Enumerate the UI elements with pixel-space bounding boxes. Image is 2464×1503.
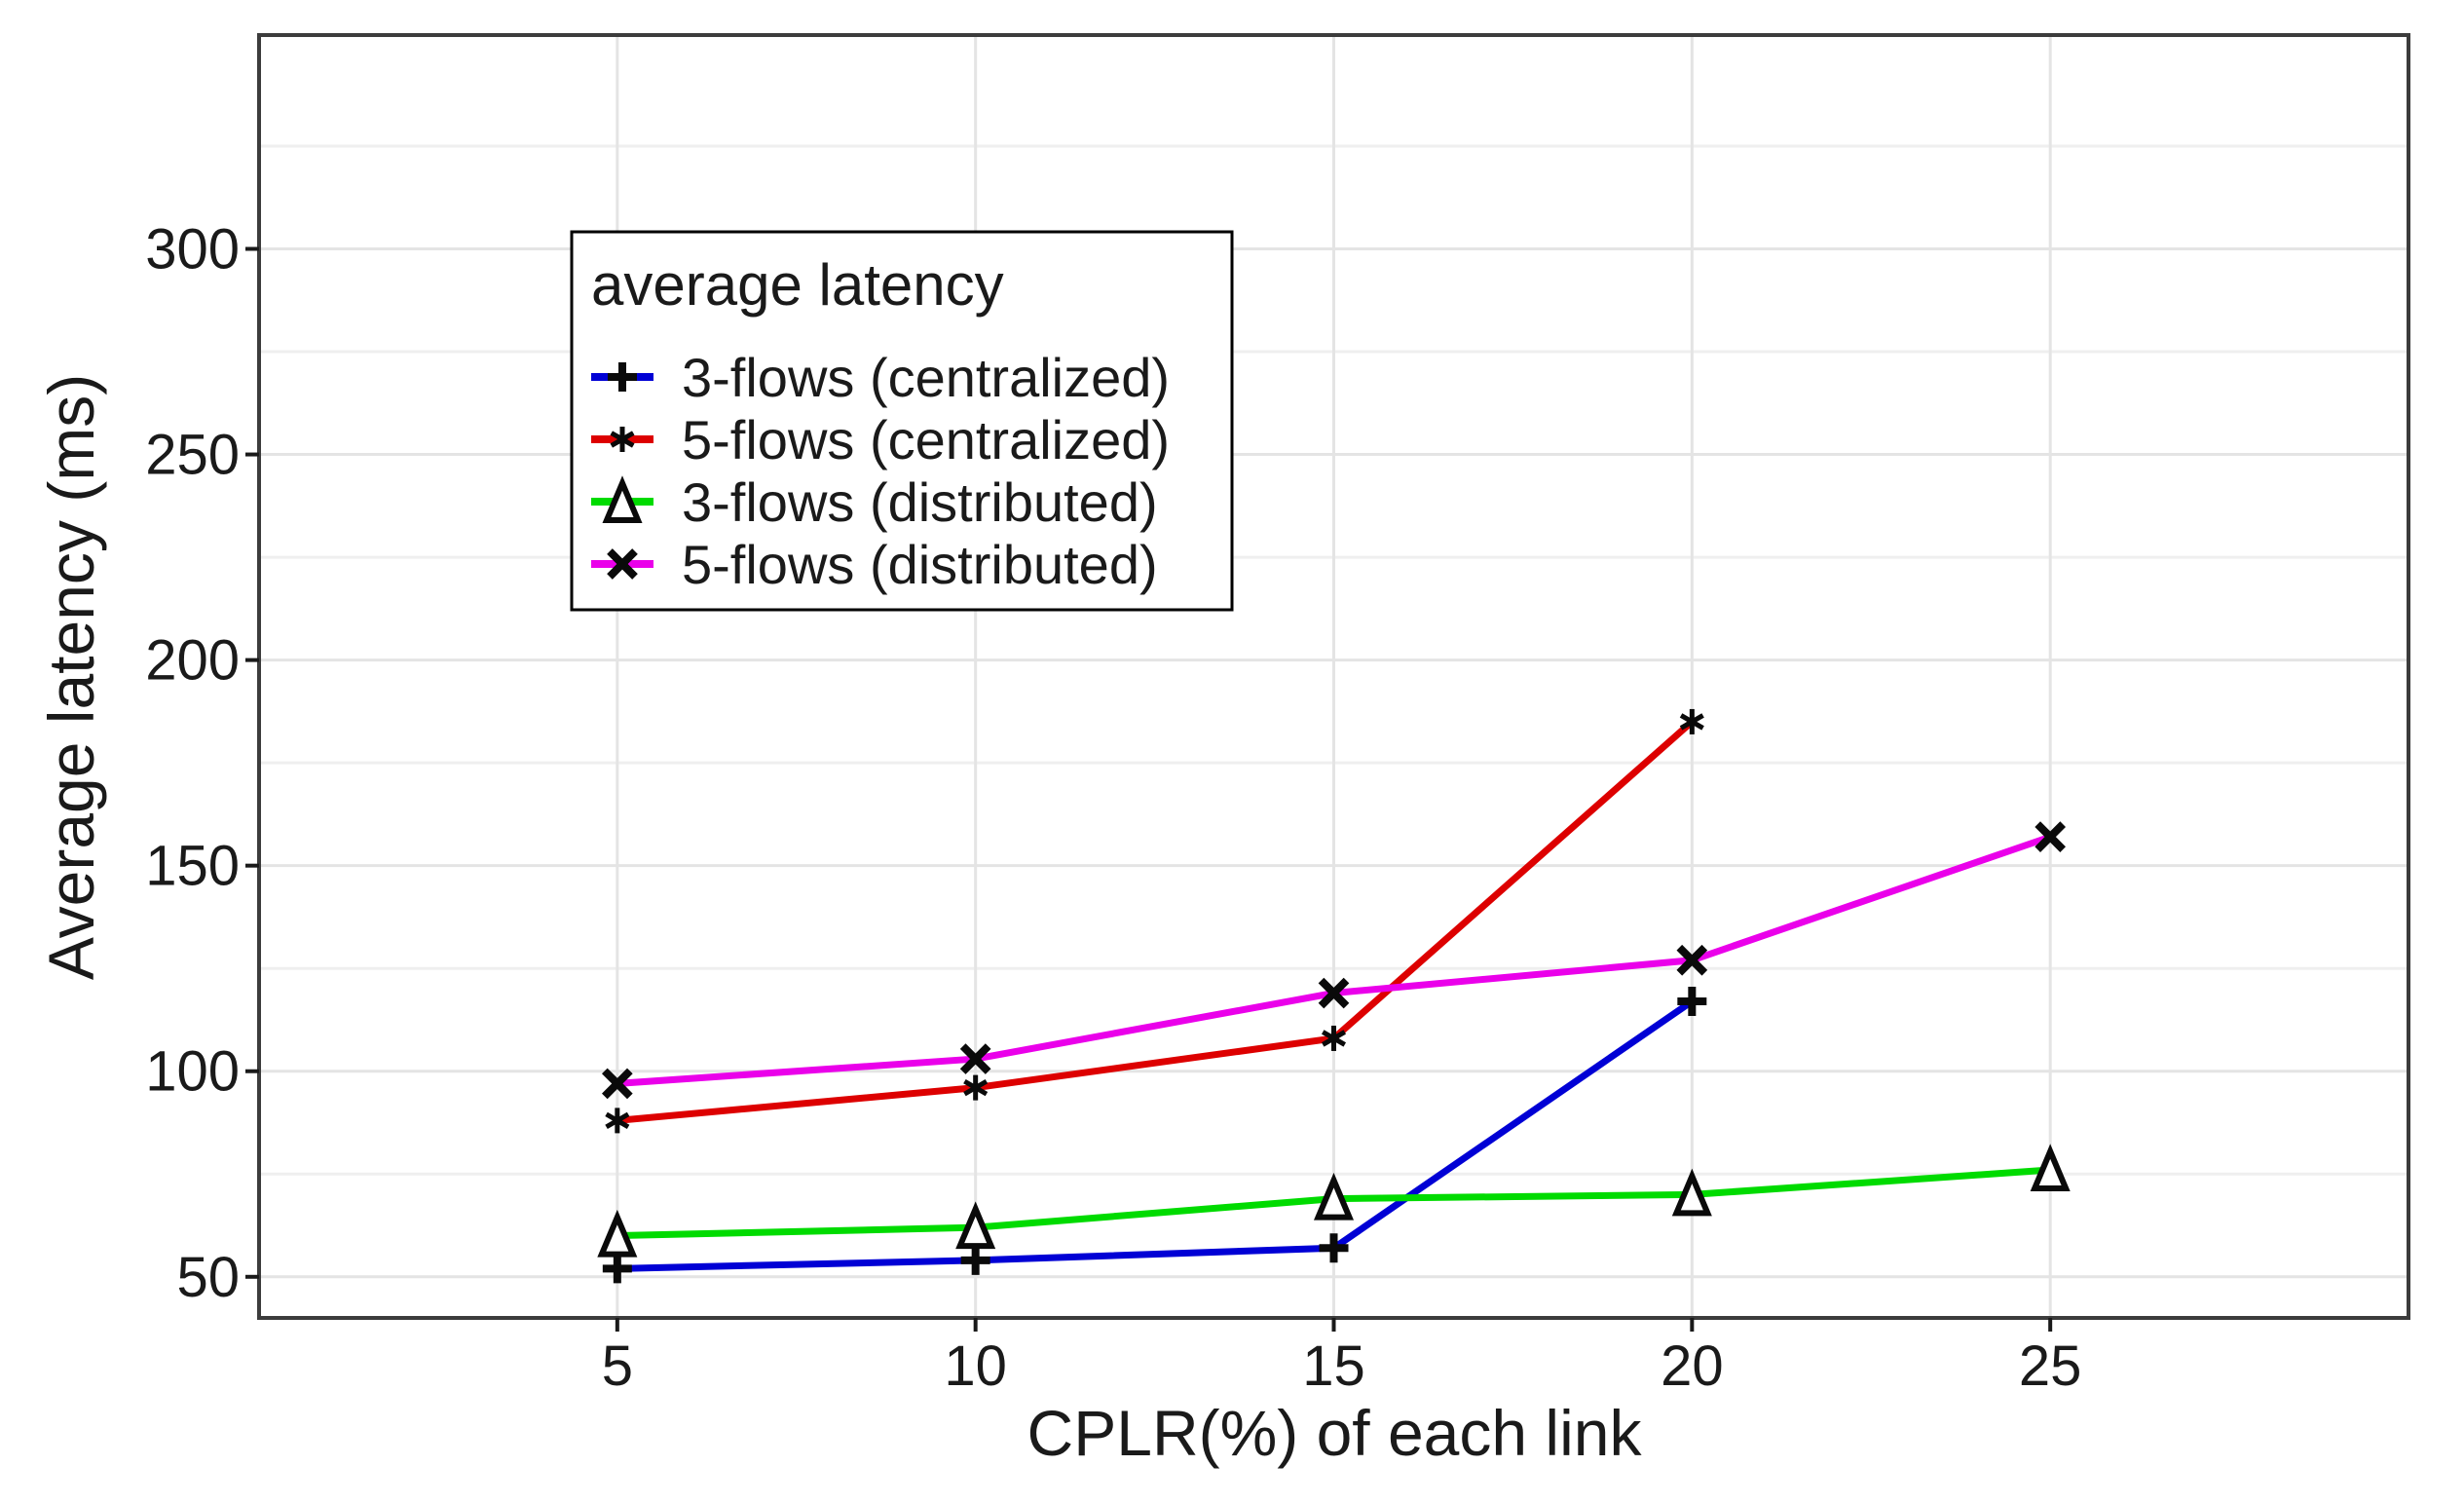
- axis-tick-labels: 50 100 150 200 250 300 5 10 15 20 25: [145, 218, 2081, 1399]
- x-marker-icon: [2035, 821, 2066, 852]
- y-tick-label-200: 200: [145, 629, 240, 693]
- legend-items: 3-flows (centralized)5-flows (centralize…: [591, 347, 1170, 595]
- legend-box: [570, 230, 1234, 612]
- asterisk-marker-icon: [605, 1111, 630, 1130]
- legend-item: 5-flows (distributed): [591, 534, 1158, 595]
- asterisk-marker-icon: [963, 1078, 989, 1097]
- x-tick-label-25: 25: [2019, 1334, 2082, 1398]
- series-5-flows-distributed-: [602, 821, 2066, 1100]
- x-tick-label-15: 15: [1302, 1334, 1365, 1398]
- triangle-marker-icon: [2030, 1144, 2071, 1192]
- asterisk-marker-icon: [610, 431, 635, 448]
- y-tick-label-100: 100: [145, 1040, 240, 1104]
- x-axis-title: CPLR(%) of each link: [1027, 1397, 1643, 1469]
- legend-item: 3-flows (distributed): [591, 471, 1158, 533]
- legend-label: 5-flows (distributed): [682, 534, 1158, 595]
- x-tick-label-5: 5: [602, 1334, 633, 1398]
- legend-title: average latency: [591, 252, 1004, 318]
- asterisk-marker-icon: [1321, 1030, 1347, 1047]
- y-tick-label-150: 150: [145, 835, 240, 898]
- series-5-flows-centralized-: [605, 708, 1704, 1134]
- triangle-marker-icon: [602, 475, 643, 523]
- x-marker-icon: [607, 548, 638, 580]
- y-tick-label-250: 250: [145, 424, 240, 487]
- y-tick-label-50: 50: [176, 1246, 240, 1309]
- legend-item: 5-flows (centralized): [591, 409, 1170, 470]
- legend: average latency 3-flows (centralized)5-f…: [570, 230, 1234, 612]
- series-3-flows-distributed-: [597, 1144, 2071, 1258]
- y-axis-title: Average latency (ms): [35, 374, 107, 980]
- triangle-marker-icon: [597, 1209, 638, 1258]
- x-marker-icon: [1318, 977, 1350, 1009]
- x-marker-icon: [1676, 944, 1708, 976]
- series-line: [616, 719, 1695, 1124]
- triangle-marker-icon: [1671, 1168, 1712, 1217]
- gridlines-major: [259, 35, 2408, 1318]
- y-tick-label-300: 300: [145, 218, 240, 282]
- series-3-flows-centralized-: [602, 986, 1707, 1284]
- legend-label: 3-flows (distributed): [682, 471, 1158, 533]
- legend-label: 5-flows (centralized): [682, 409, 1170, 470]
- series-line: [616, 998, 1695, 1272]
- axis-tick-marks: [245, 246, 2053, 1332]
- asterisk-marker-icon: [1679, 713, 1704, 731]
- triangle-marker-icon: [1313, 1172, 1355, 1221]
- legend-item: 3-flows (centralized): [591, 347, 1170, 408]
- triangle-marker-icon: [955, 1201, 996, 1250]
- x-marker-icon: [959, 1043, 991, 1074]
- x-tick-label-10: 10: [944, 1334, 1007, 1398]
- x-tick-label-20: 20: [1661, 1334, 1724, 1398]
- plot-series: [597, 708, 2071, 1284]
- x-marker-icon: [602, 1068, 633, 1100]
- legend-label: 3-flows (centralized): [682, 347, 1170, 408]
